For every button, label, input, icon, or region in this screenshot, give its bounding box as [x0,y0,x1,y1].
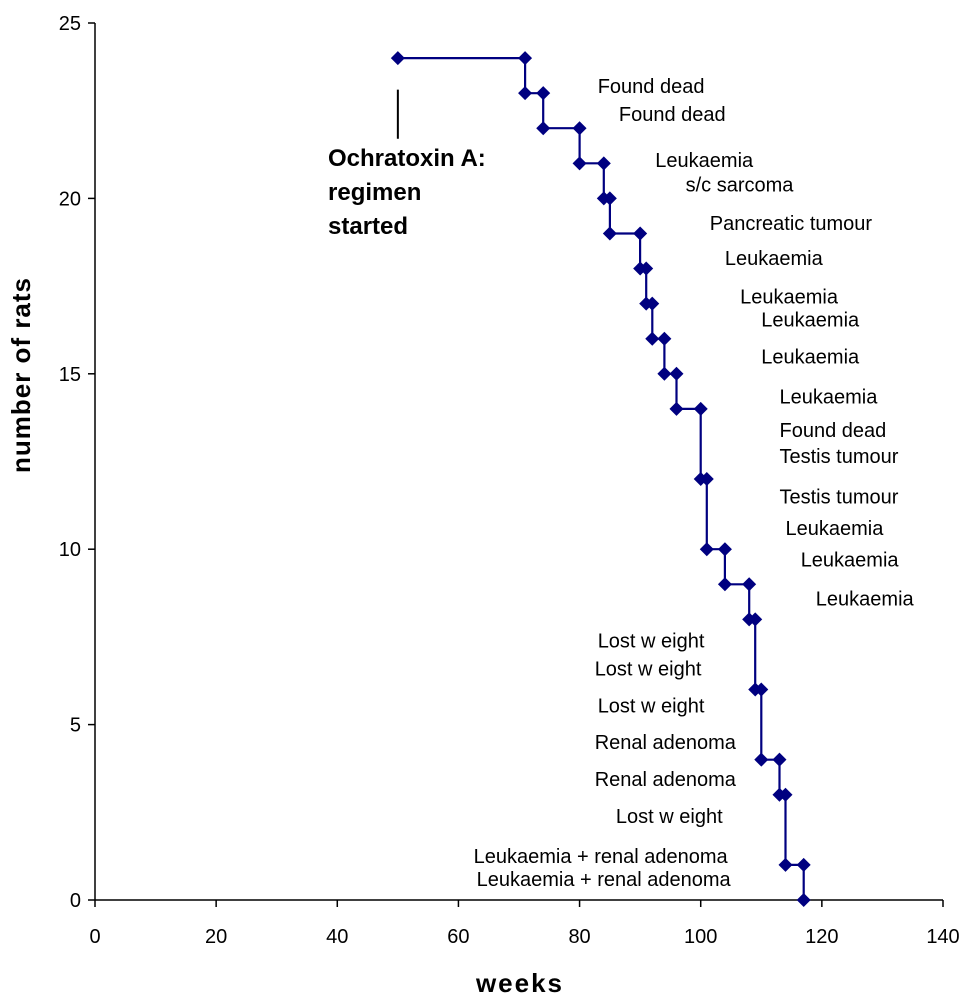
event-annotation: Leukaemia + renal adenoma [477,869,732,891]
event-annotation: Leukaemia [801,550,900,572]
data-point-marker [518,86,533,101]
x-tick-label: 0 [89,926,100,948]
event-annotation: Leukaemia [761,309,860,331]
x-tick-label: 60 [447,926,469,948]
x-tick-label: 40 [326,926,348,948]
data-point-marker [390,51,405,66]
event-annotation: Testis tumour [780,446,899,468]
x-tick-label: 100 [684,926,717,948]
event-annotation: Leukaemia [761,346,860,368]
data-point-marker [645,296,660,311]
data-point-marker [693,401,708,416]
data-point-marker [748,612,763,627]
x-tick-label: 120 [805,926,838,948]
data-point-marker [717,542,732,557]
data-point-marker [536,86,551,101]
event-annotation: Found dead [780,420,887,442]
event-annotation: Leukaemia [740,287,839,309]
event-annotation: Lost w eight [616,806,723,828]
annotations: Ochratoxin A: regimen started Found dead Fou… [328,76,915,891]
data-point-marker [602,226,617,241]
regimen-start-label: started [328,213,408,240]
regimen-start-label: regimen [328,179,421,206]
event-annotation: Found dead [619,104,726,126]
event-annotation: Lost w eight [595,659,702,681]
event-annotation: Leukaemia [786,518,885,540]
event-annotation: Renal adenoma [595,732,737,754]
event-annotation: Leukaemia [655,150,754,172]
event-annotation: Lost w eight [598,630,705,652]
data-point-marker [645,331,660,346]
data-point-marker [742,577,757,592]
data-point-marker [633,226,648,241]
data-point-marker [669,366,684,381]
data-point-marker [518,51,533,66]
data-point-marker [572,156,587,171]
data-point-marker [657,331,672,346]
event-annotation: Lost w eight [598,695,705,717]
data-point-marker [778,857,793,872]
data-point-marker [669,401,684,416]
series-layer [390,51,811,907]
data-point-marker [639,261,654,276]
event-annotation: Leukaemia [780,387,879,409]
x-tick-label: 140 [926,926,959,948]
regimen-start-label: Ochratoxin A: [328,145,486,172]
event-annotation: Found dead [598,76,705,98]
y-tick-label: 10 [59,539,81,561]
x-axis-title: weeks [475,968,564,998]
y-tick-label: 25 [59,13,81,35]
data-point-marker [596,156,611,171]
event-annotation: Leukaemia [816,588,915,610]
data-point-marker [754,682,769,697]
data-point-marker [657,366,672,381]
data-point-marker [717,577,732,592]
data-point-marker [796,893,811,907]
axes: 0 5 10 15 20 25 0 20 40 60 80 100 120 140 [59,13,960,948]
y-tick-label: 20 [59,188,81,210]
data-point-marker [602,191,617,206]
event-annotation: Renal adenoma [595,769,737,791]
event-annotation: Testis tumour [780,487,899,509]
x-tick-label: 20 [205,926,227,948]
event-annotation: s/c sarcoma [686,174,795,196]
data-point-marker [699,542,714,557]
y-tick-label: 5 [70,715,81,737]
y-axis-title: number of rats [6,277,36,473]
event-annotation: Leukaemia + renal adenoma [474,846,729,868]
data-point-marker [778,787,793,802]
event-annotation: Pancreatic tumour [710,213,873,235]
data-point-marker [772,752,787,767]
data-point-marker [754,752,769,767]
event-annotation: Leukaemia [725,248,824,270]
data-point-marker [796,857,811,872]
x-tick-label: 80 [568,926,590,948]
data-point-marker [572,121,587,136]
data-point-marker [536,121,551,136]
data-point-marker [699,472,714,487]
y-tick-label: 15 [59,364,81,386]
y-tick-label: 0 [70,890,81,912]
